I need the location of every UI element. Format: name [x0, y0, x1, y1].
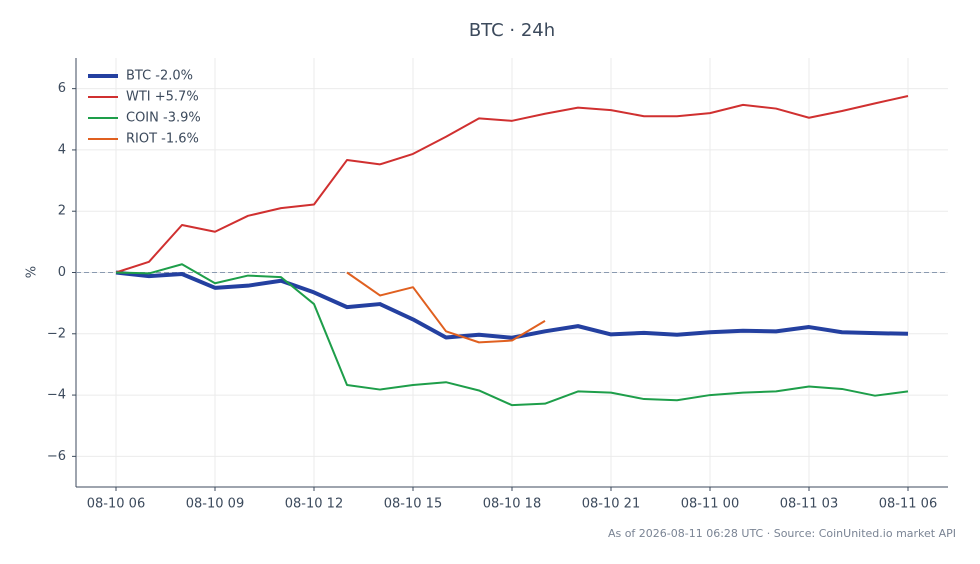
y-axis-label: %: [25, 266, 40, 278]
series-line: [346, 271, 546, 344]
series-line: [115, 263, 909, 407]
x-tick-label: 08-11 03: [780, 497, 838, 512]
y-tick-label: −4: [47, 388, 66, 403]
y-tick-label: −2: [47, 326, 66, 341]
series-line: [115, 270, 909, 340]
footnote: As of 2026-08-11 06:28 UTC · Source: Coi…: [608, 527, 956, 540]
x-tick-label: 08-10 15: [384, 497, 442, 512]
y-tick-label: 6: [58, 81, 66, 96]
x-tick-label: 08-10 09: [186, 497, 244, 512]
y-tick-label: 2: [58, 204, 66, 219]
x-tick-label: 08-11 06: [879, 497, 937, 512]
x-tick-label: 08-10 06: [87, 497, 145, 512]
legend-label: WTI +5.7%: [126, 90, 199, 105]
x-tick-label: 08-11 00: [681, 497, 739, 512]
y-tick-label: 4: [58, 142, 66, 157]
legend-label: COIN -3.9%: [126, 111, 201, 126]
y-tick-label: −6: [47, 449, 66, 464]
y-tick-label: 0: [58, 265, 66, 280]
x-tick-label: 08-10 21: [582, 497, 640, 512]
legend-label: BTC -2.0%: [126, 69, 193, 84]
chart-title: BTC · 24h: [469, 20, 555, 41]
x-tick-label: 08-10 12: [285, 497, 343, 512]
x-tick-label: 08-10 18: [483, 497, 541, 512]
legend-label: RIOT -1.6%: [126, 132, 199, 147]
series-line: [115, 95, 909, 274]
